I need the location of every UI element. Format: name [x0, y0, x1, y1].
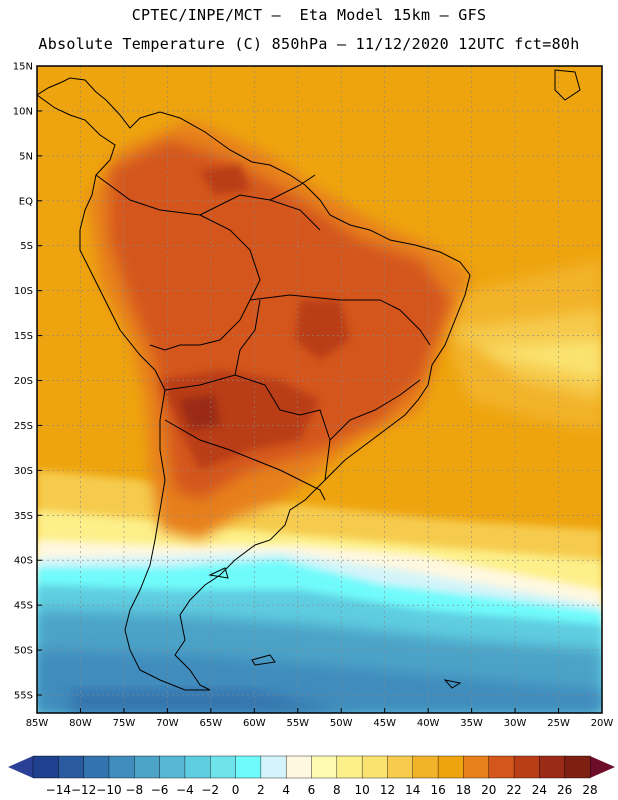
latitude-label: 35S: [14, 511, 33, 522]
colorbar-label: −14: [46, 783, 71, 797]
colorbar-label: 12: [380, 783, 395, 797]
colorbar-swatch: [260, 755, 287, 779]
map-title-line-1: CPTEC/INPE/MCT – Eta Model 15km – GFS: [131, 6, 487, 24]
longitude-label: 55W: [286, 718, 309, 729]
latitude-label: 5N: [19, 151, 33, 162]
colorbar-label: −4: [176, 783, 194, 797]
colorbar-label: −10: [96, 783, 121, 797]
colorbar-swatch: [361, 755, 389, 779]
colorbar-label: −12: [71, 783, 96, 797]
colorbar-swatch: [488, 755, 515, 779]
colorbar-label: 22: [506, 783, 521, 797]
colorbar-label: 6: [308, 783, 316, 797]
colorbar-swatch: [134, 755, 161, 779]
colorbar-swatch: [108, 755, 135, 779]
colorbar-label: 2: [257, 783, 265, 797]
colorbar-swatch: [285, 755, 313, 779]
colorbar-swatch: [463, 755, 490, 779]
longitude-label: 50W: [330, 718, 353, 729]
colorbar-swatch: [564, 755, 591, 779]
latitude-label: 5S: [20, 241, 33, 252]
latitude-label: 25S: [14, 421, 33, 432]
longitude-label: 25W: [547, 718, 570, 729]
longitude-label: 35W: [460, 718, 483, 729]
colorbar-swatch: [58, 755, 85, 779]
colorbar-swatch: [437, 755, 465, 779]
temperature-field: [37, 66, 602, 713]
continent-outline: [37, 69, 581, 691]
latitude-label: 10N: [13, 106, 33, 117]
colorbar-over-arrow: [590, 756, 615, 778]
colorbar-label: 4: [282, 783, 290, 797]
longitude-label: 30W: [504, 718, 527, 729]
latitude-label: 30S: [14, 466, 33, 477]
colorbar-swatch: [210, 755, 237, 779]
colorbar-label: −6: [151, 783, 169, 797]
colorbar-swatch: [184, 755, 211, 779]
colorbar-swatch: [387, 755, 414, 779]
longitude-axis: 85W 80W 75W 70W 65W 60W 55W 50W 45W 40W 35W 30W 25W 2…: [26, 708, 614, 729]
colorbar-swatch: [32, 755, 59, 779]
latitude-label: 20S: [14, 376, 33, 387]
longitude-label: 45W: [373, 718, 396, 729]
colorbar-under-arrow: [8, 756, 33, 778]
temperature-colorbar: −14 −12 −10 −8 −6 −4 −2 0 2 4 6 8 10 12 14 16 18 20 22 24 26…: [8, 755, 615, 797]
longitude-label: 80W: [69, 718, 92, 729]
latitude-label: 15S: [14, 331, 33, 342]
latitude-label: 15N: [13, 62, 33, 73]
colorbar-label: 10: [354, 783, 369, 797]
latitude-label: 40S: [14, 556, 33, 567]
longitude-label: 70W: [156, 718, 179, 729]
latitude-axis: 15N 10N 5N EQ 5S 10S 15S 20S 25S 30S 35S 40S 45S 50S 5…: [13, 62, 42, 702]
colorbar-label: 26: [557, 783, 572, 797]
colorbar-swatch: [412, 755, 439, 779]
colorbar-label: 14: [405, 783, 420, 797]
colorbar-label: 0: [232, 783, 240, 797]
colorbar-label: 16: [430, 783, 445, 797]
colorbar-label: 8: [333, 783, 341, 797]
longitude-label: 65W: [200, 718, 223, 729]
latitude-label: 50S: [14, 646, 33, 657]
colorbar-label: 28: [582, 783, 597, 797]
map-title-line-2: Absolute Temperature (C) 850hPa – 11/12/…: [38, 35, 580, 53]
colorbar-swatch: [336, 755, 363, 779]
colorbar-swatch: [539, 755, 566, 779]
colorbar-swatch: [235, 755, 262, 779]
longitude-label: 60W: [243, 718, 266, 729]
colorbar-swatch: [311, 755, 338, 779]
colorbar-label: 24: [532, 783, 547, 797]
colorbar-swatch: [513, 755, 540, 779]
latitude-label: 10S: [14, 286, 33, 297]
longitude-label: 85W: [26, 718, 49, 729]
colorbar-label: 20: [481, 783, 496, 797]
colorbar-label: 18: [456, 783, 471, 797]
longitude-label: 40W: [417, 718, 440, 729]
longitude-label: 75W: [113, 718, 136, 729]
colorbar-swatch: [83, 755, 110, 779]
colorbar-label: −8: [125, 783, 143, 797]
latitude-label: 45S: [14, 601, 33, 612]
latitude-label: 55S: [14, 691, 33, 702]
colorbar-swatch: [159, 755, 186, 779]
latitude-label: EQ: [19, 196, 33, 207]
map-frame: [36, 65, 603, 714]
colorbar-label: −2: [201, 783, 219, 797]
longitude-label: 20W: [591, 718, 614, 729]
